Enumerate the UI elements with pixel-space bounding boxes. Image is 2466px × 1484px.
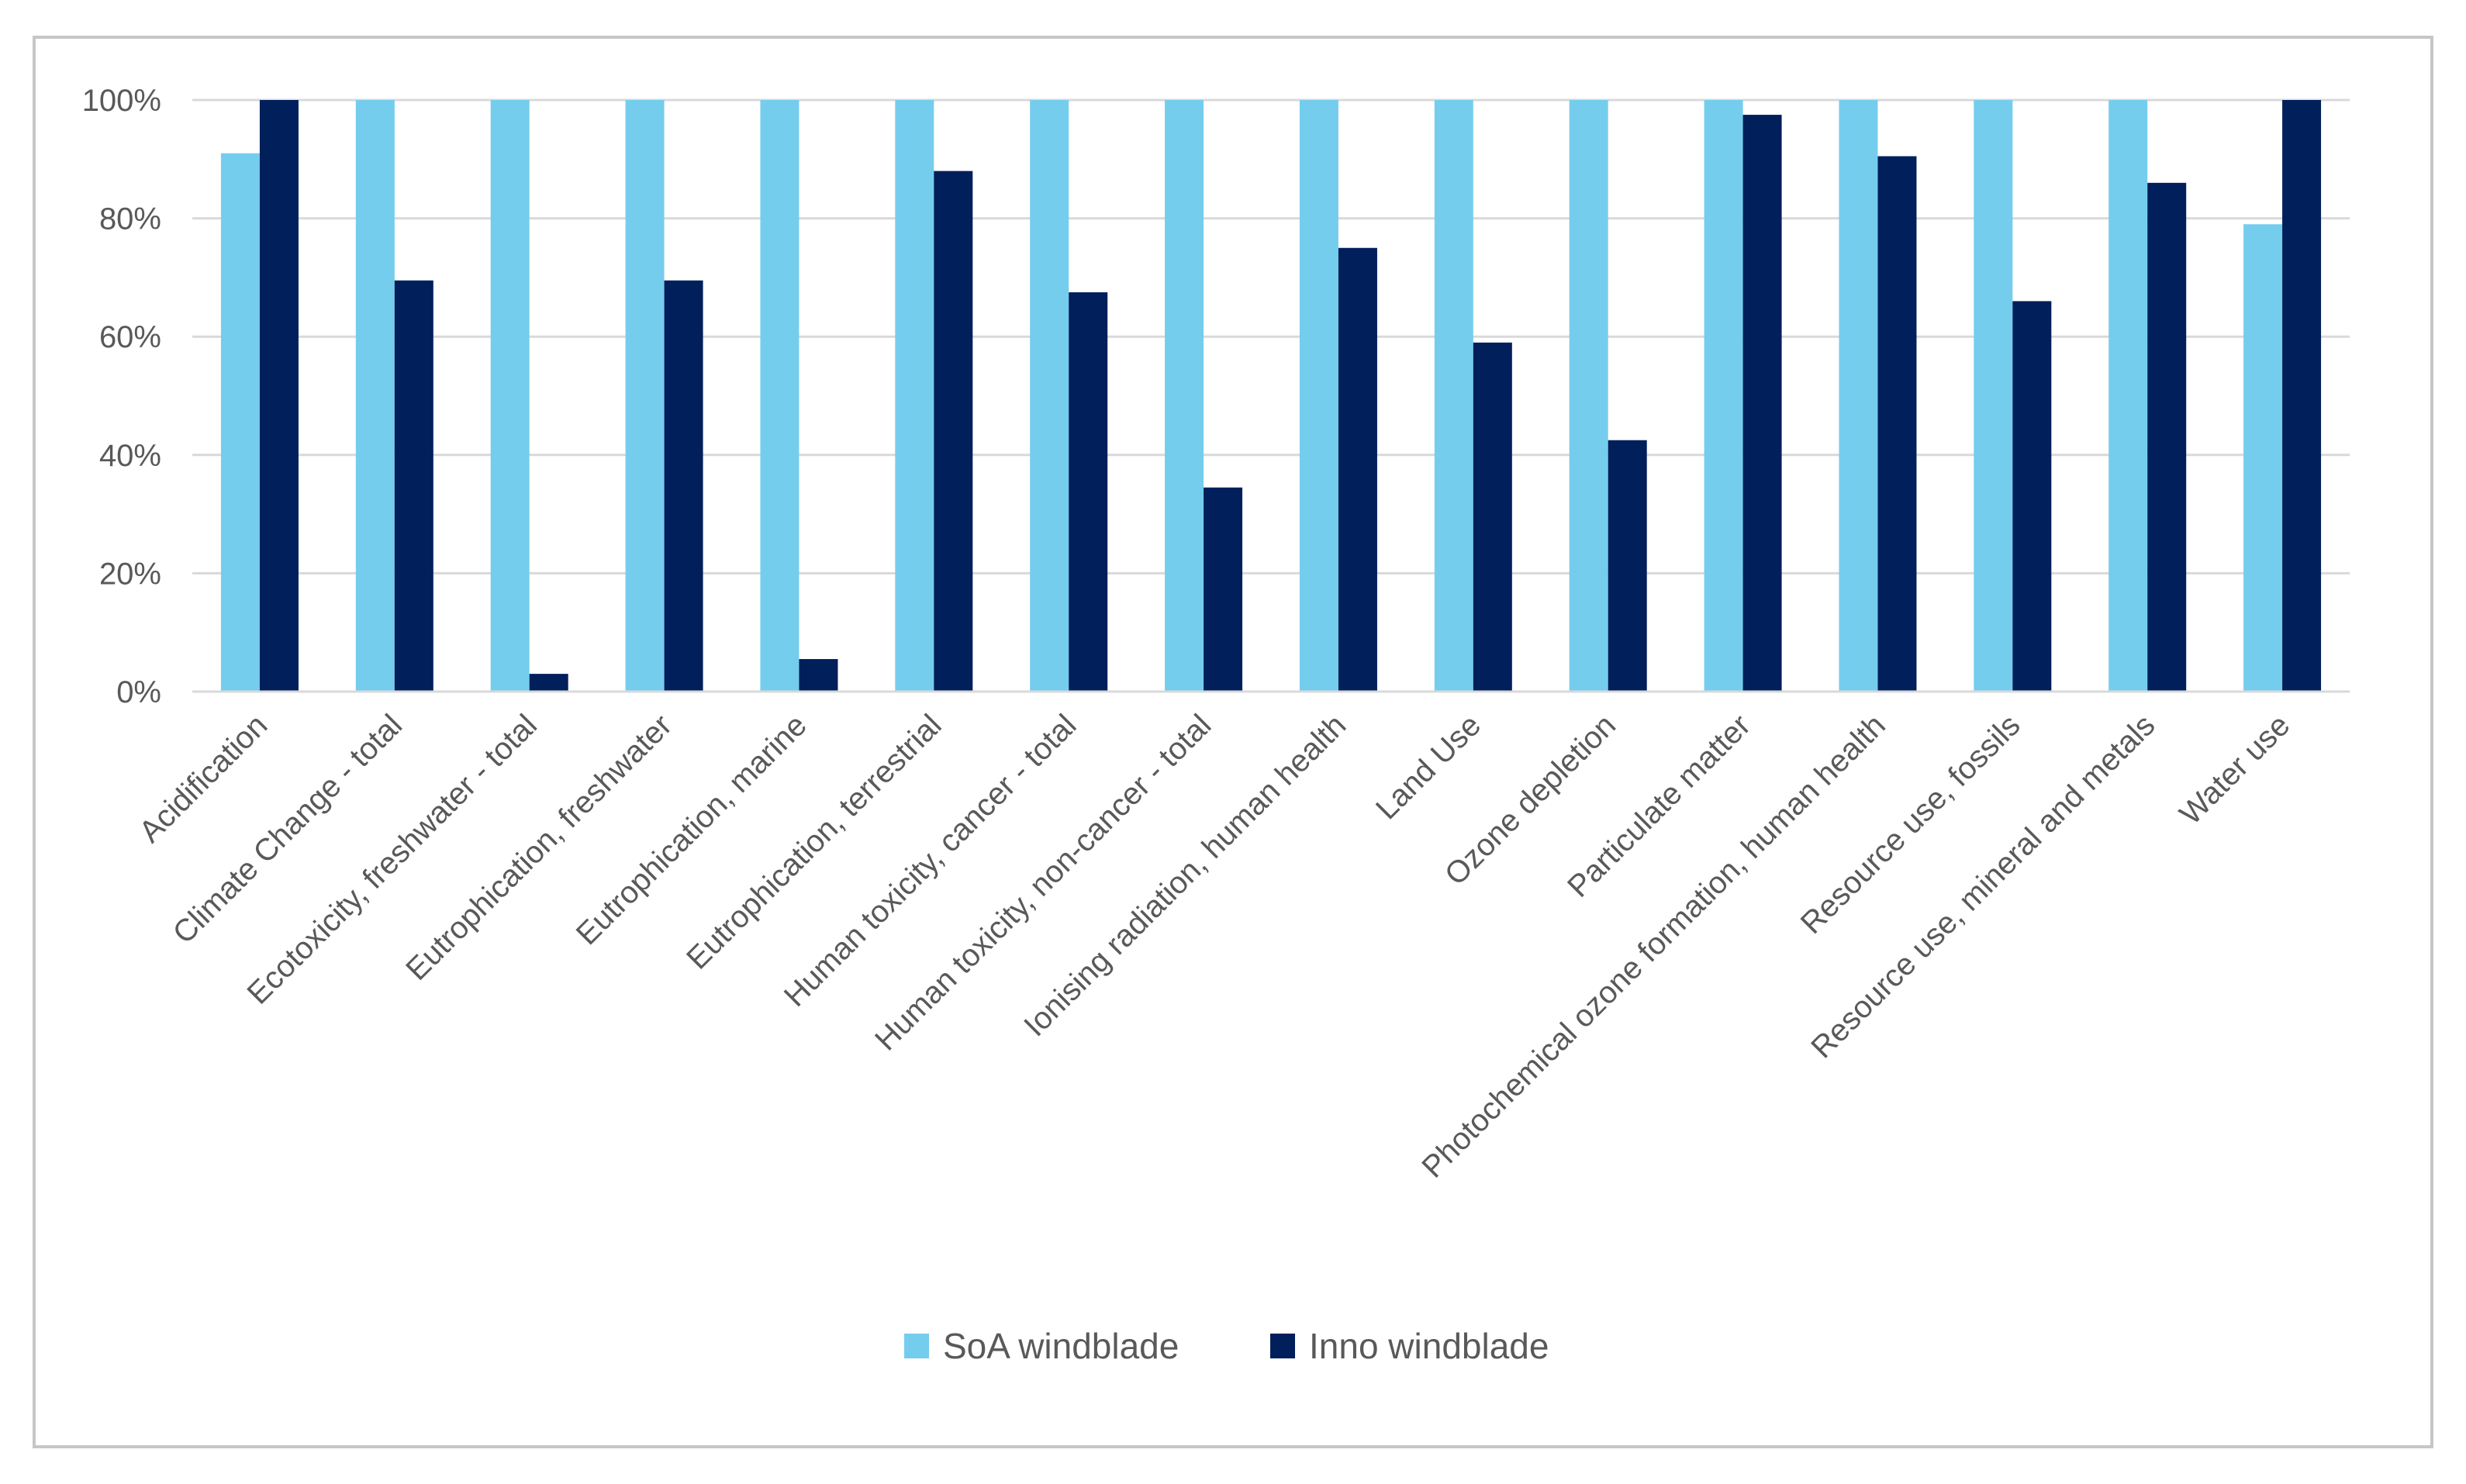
bar-inno — [664, 280, 703, 692]
bar-soa — [1704, 100, 1743, 692]
bar-soa — [1569, 100, 1608, 692]
category-label: Resource use, fossils — [1794, 708, 2027, 940]
bar-soa — [1165, 100, 1204, 692]
bar-soa — [2109, 100, 2148, 692]
bar-inno — [2282, 100, 2322, 692]
bar-soa — [2243, 224, 2283, 692]
bar-inno — [259, 100, 299, 692]
legend-label-inno: Inno windblade — [1309, 1326, 1549, 1366]
bar-inno — [1742, 115, 1782, 692]
bar-inno — [934, 171, 973, 692]
category-label: Photochemical ozone formation, human hea… — [1415, 708, 1891, 1184]
category-label: Eutrophication, marine — [570, 708, 813, 951]
bar-inno — [1204, 487, 1243, 692]
bar-inno — [2012, 301, 2052, 692]
category-label: Human toxicity, cancer - total — [778, 708, 1083, 1013]
category-label: Eutrophication, terrestrial — [680, 708, 948, 976]
category-label: Ecotoxicity, freshwater - total — [240, 708, 544, 1011]
bar-soa — [355, 100, 395, 692]
y-tick-label: 40% — [99, 439, 161, 473]
legend-swatch-soa — [904, 1334, 929, 1358]
bar-soa — [1974, 100, 2013, 692]
bars — [220, 100, 2322, 692]
y-tick-label: 60% — [99, 320, 161, 354]
bar-inno — [529, 674, 568, 692]
bar-soa — [220, 153, 260, 692]
bar-chart: 0% 20% 40% 60% 80% 100% AcidificationClimate … — [82, 84, 2350, 1366]
category-label: Climate Change - total — [167, 708, 409, 951]
legend-swatch-inno — [1270, 1334, 1295, 1358]
bar-inno — [1608, 440, 1647, 692]
bar-soa — [1299, 100, 1338, 692]
bar-inno — [1338, 247, 1377, 692]
bar-soa — [895, 100, 934, 692]
bar-inno — [1473, 342, 1512, 692]
category-label: Water use — [2173, 708, 2296, 831]
y-tick-label: 0% — [116, 675, 161, 709]
y-tick-label: 100% — [82, 84, 161, 118]
category-label: Land Use — [1369, 708, 1487, 826]
y-tick-label: 80% — [99, 202, 161, 236]
bar-soa — [1030, 100, 1069, 692]
bar-soa — [1434, 100, 1473, 692]
bar-soa — [760, 100, 800, 692]
bar-inno — [1877, 156, 1917, 692]
category-label: Eutrophication, freshwater — [399, 708, 679, 987]
legend-label-soa: SoA windblade — [943, 1326, 1179, 1366]
bar-inno — [394, 280, 433, 692]
chart-frame: 0% 20% 40% 60% 80% 100% Acidification Climate … — [33, 36, 2433, 1448]
bar-soa — [1839, 100, 1878, 692]
bar-soa — [625, 100, 665, 692]
bar-inno — [799, 659, 838, 692]
y-tick-label: 20% — [99, 557, 161, 591]
y-axis-ticks: 0% 20% 40% 60% 80% 100% — [82, 84, 161, 709]
bar-inno — [1069, 292, 1108, 692]
category-label: Acidification — [133, 708, 274, 849]
bar-soa — [490, 100, 530, 692]
bar-inno — [2147, 182, 2187, 692]
legend: SoA windblade Inno windblade — [904, 1326, 1549, 1366]
